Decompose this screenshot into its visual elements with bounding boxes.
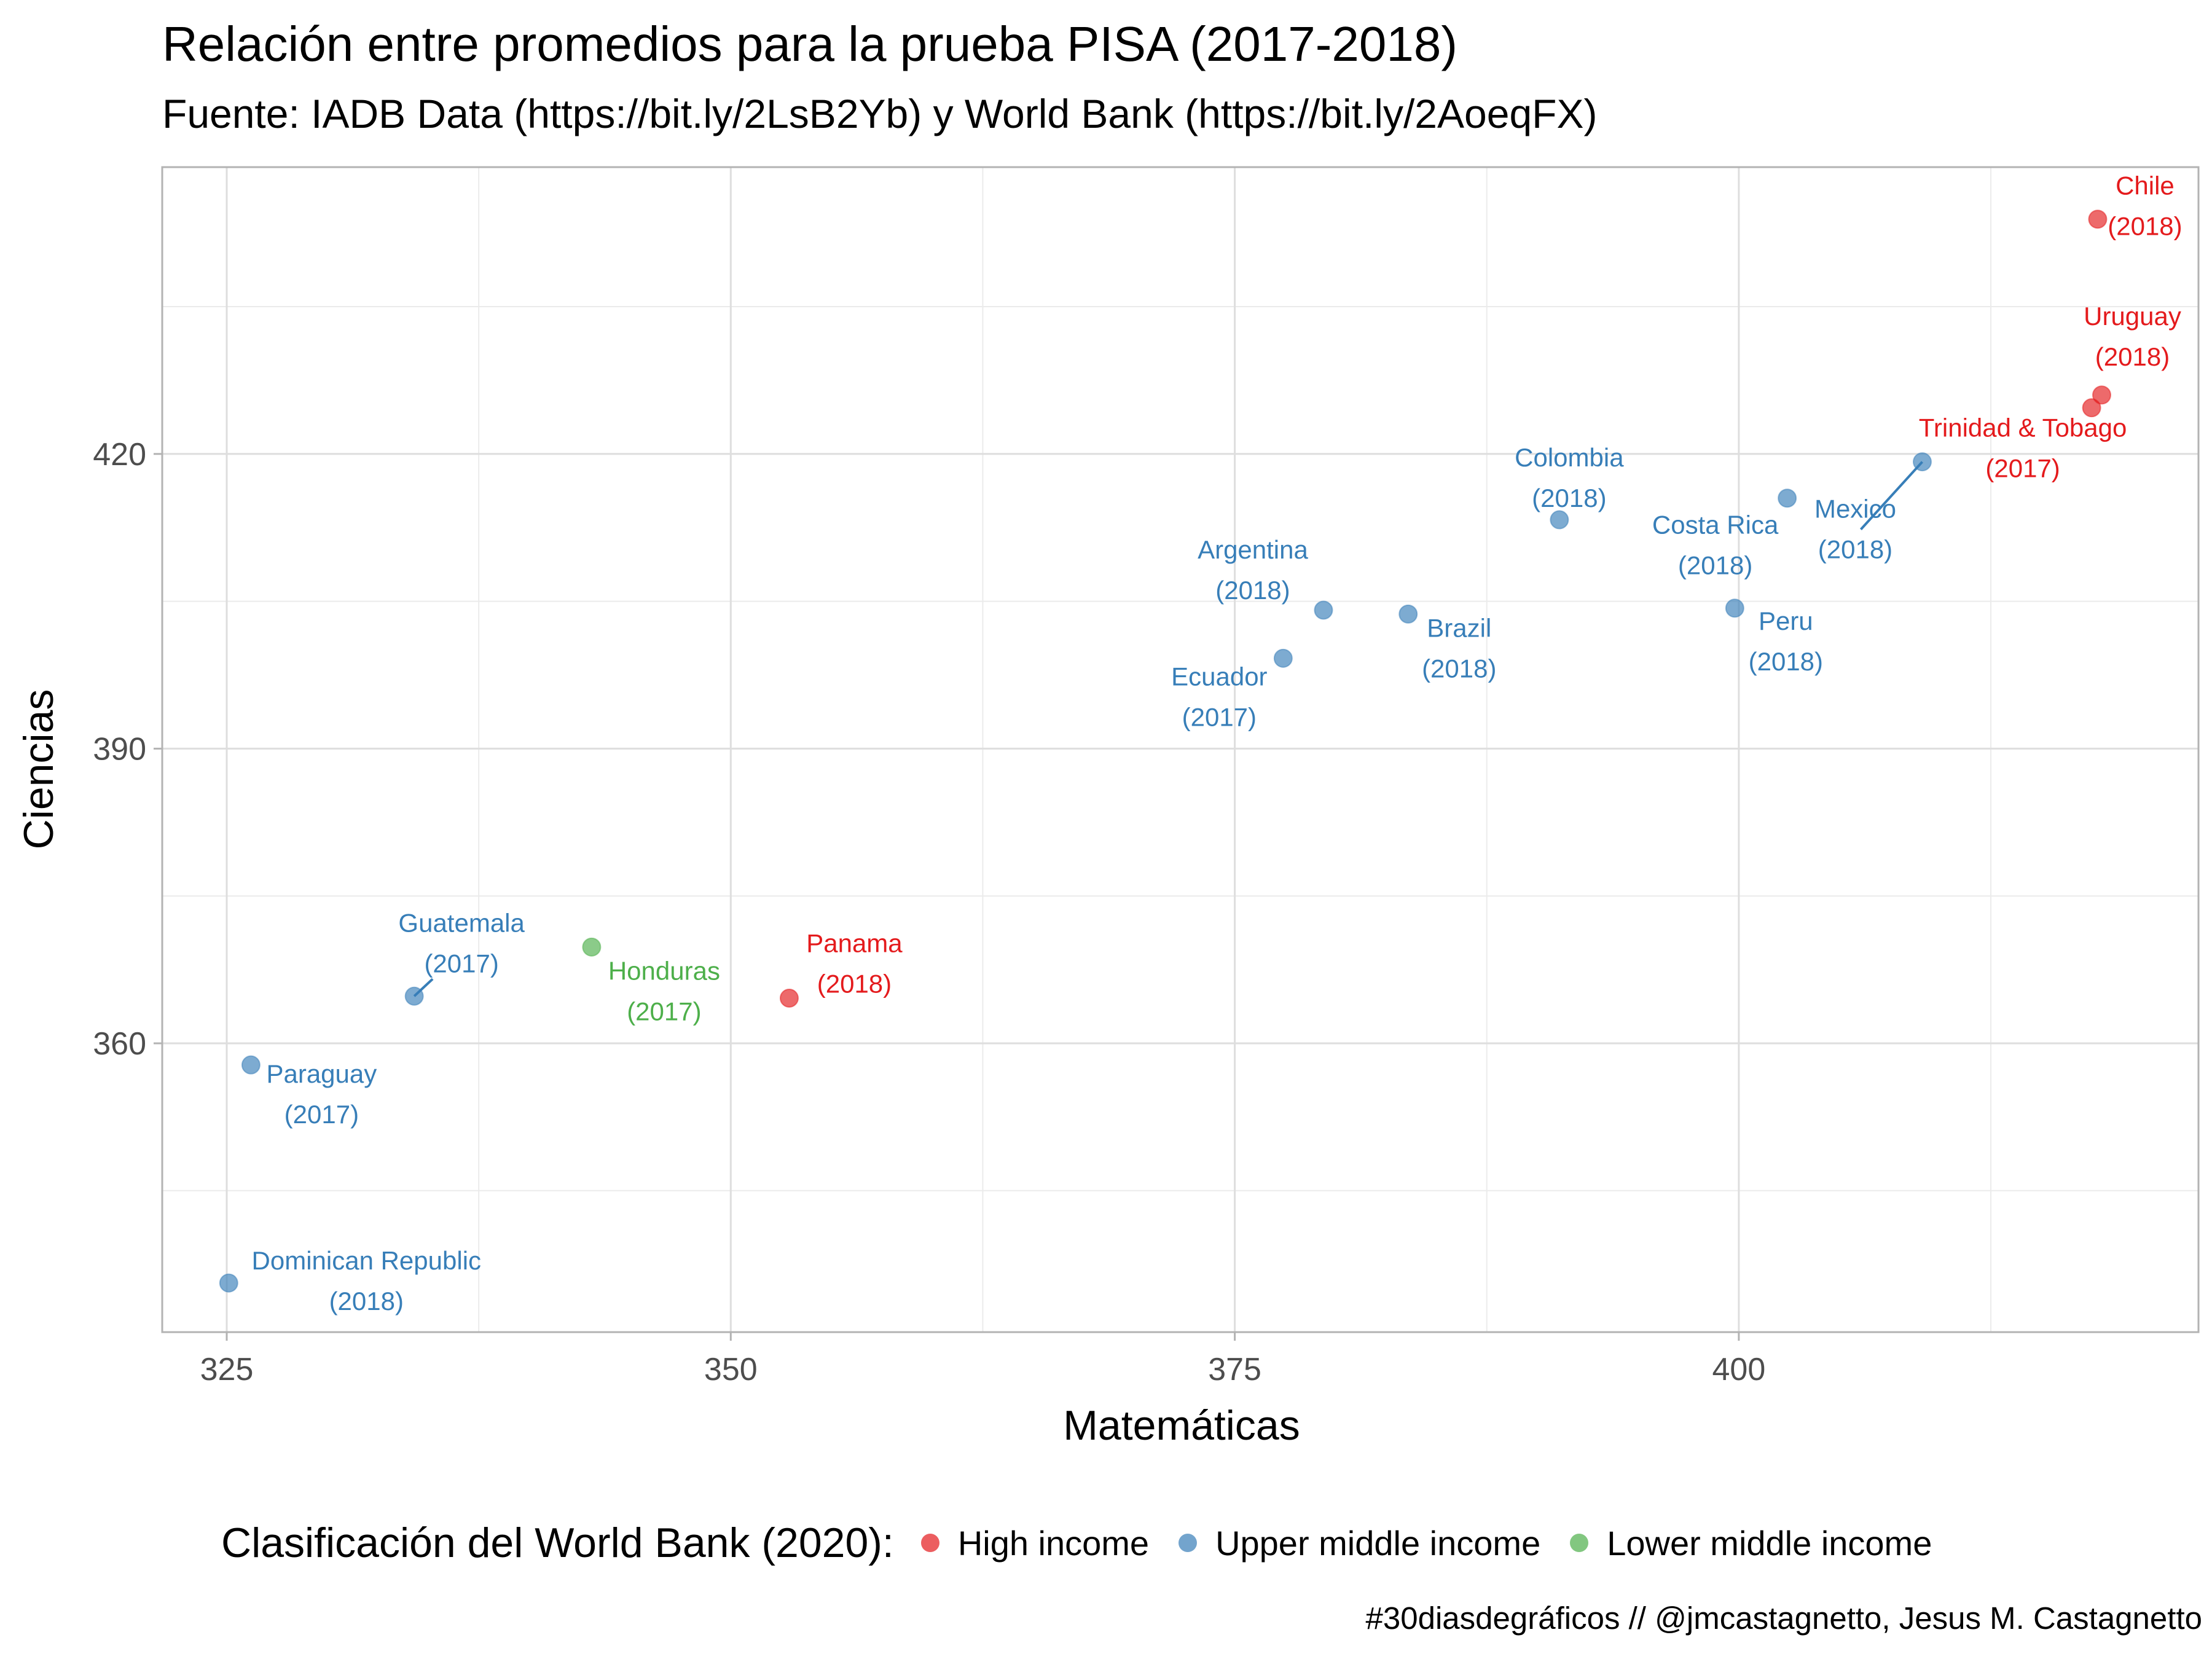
legend-key-high-income [920, 1534, 939, 1552]
major-grid [162, 167, 2198, 1332]
point-label-country: Costa Rica [1652, 511, 1779, 539]
point-labels: Chile (2018) Uruguay (2018) Trinidad & Tobag… [252, 171, 2183, 1316]
point-label-year: (2018) [1215, 576, 1290, 605]
point-honduras [582, 937, 602, 957]
point-label-year: (2018) [1749, 647, 1823, 676]
legend-key-upper-middle-income [1179, 1534, 1198, 1552]
point-label-country: Honduras [608, 956, 720, 985]
y-tick-label: 360 [93, 1026, 146, 1062]
point-label-year: (2017) [424, 949, 498, 978]
caption: #30diasdegráficos // @jmcastagnetto, Jes… [1365, 1601, 2203, 1636]
y-axis-ticks: 360 390 420 [93, 437, 162, 1062]
point-label-country: Chile [2116, 171, 2175, 200]
legend-label: High income [957, 1523, 1150, 1563]
point-label-country: Trinidad & Tobago [1919, 414, 2127, 442]
point-paraguay [241, 1055, 261, 1075]
point-label-year: (2018) [817, 969, 892, 998]
point-label-country: Panama [806, 928, 903, 957]
legend: Clasificación del World Bank (2020): Hig… [221, 1515, 1961, 1571]
chart-title: Relación entre promedios para la prueba … [162, 17, 1457, 71]
legend-item-lower-middle-income: Lower middle income [1570, 1523, 1932, 1563]
x-axis-title: Matemáticas [1063, 1402, 1300, 1449]
point-mexico [1912, 452, 1932, 472]
x-axis-ticks: 325 350 375 400 [200, 1332, 1766, 1387]
point-label-country: Guatemala [398, 908, 525, 937]
point-guatemala [404, 986, 424, 1006]
point-label-country: Paraguay [266, 1059, 377, 1088]
x-tick-label: 375 [1208, 1352, 1261, 1387]
point-uruguay [2092, 385, 2112, 405]
legend-title: Clasificación del World Bank (2020): [221, 1520, 894, 1566]
y-tick-label: 390 [93, 731, 146, 767]
leader-line-mexico [1859, 461, 1923, 530]
point-ecuador [1273, 648, 1293, 668]
point-trinidad-tobago [2082, 398, 2101, 418]
point-brazil [1398, 604, 1418, 624]
minor-grid [162, 167, 2198, 1332]
legend-label: Upper middle income [1215, 1523, 1541, 1563]
point-label-year: (2018) [329, 1287, 404, 1316]
point-label-country: Uruguay [2084, 302, 2181, 331]
point-label-year: (2018) [2095, 342, 2170, 371]
point-label-country: Brazil [1427, 613, 1491, 642]
point-colombia [1550, 510, 1569, 530]
point-label-year: (2018) [1532, 484, 1606, 512]
point-label-year: (2017) [627, 997, 701, 1026]
point-label-year: (2017) [1985, 454, 2060, 483]
point-label-year: (2018) [2108, 212, 2182, 241]
chart-subtitle: Fuente: IADB Data (https://bit.ly/2LsB2Y… [162, 91, 1598, 136]
legend-item-upper-middle-income: Upper middle income [1179, 1523, 1540, 1563]
point-label-country: Mexico [1814, 495, 1896, 524]
label-leader-lines [413, 461, 1923, 997]
y-tick-label: 420 [93, 437, 146, 473]
point-label-year: (2017) [1182, 702, 1257, 731]
point-label-country: Dominican Republic [252, 1246, 482, 1275]
legend-key-lower-middle-income [1570, 1534, 1589, 1552]
point-chile [2088, 210, 2108, 229]
point-label-year: (2018) [1818, 535, 1892, 564]
legend-item-high-income: High income [920, 1523, 1150, 1563]
x-tick-label: 400 [1712, 1352, 1766, 1387]
x-tick-label: 350 [704, 1352, 758, 1387]
point-label-country: Argentina [1198, 535, 1308, 564]
point-label-country: Ecuador [1171, 662, 1267, 691]
point-dominican-republic [219, 1273, 238, 1293]
point-costa-rica [1778, 488, 1797, 508]
x-tick-label: 325 [200, 1352, 254, 1387]
point-label-year: (2017) [284, 1100, 359, 1129]
point-label-year: (2018) [1678, 551, 1752, 580]
point-argentina [1314, 600, 1333, 620]
y-axis-title: Ciencias [15, 689, 62, 850]
legend-label: Lower middle income [1607, 1523, 1932, 1563]
data-points [219, 210, 2112, 1293]
scatter-plot: Chile (2018) Uruguay (2018) Trinidad & Tobag… [15, 166, 2200, 1449]
point-label-country: Peru [1759, 606, 1813, 635]
point-panama [779, 988, 799, 1008]
point-label-country: Colombia [1515, 443, 1624, 472]
point-label-year: (2018) [1422, 654, 1496, 683]
point-peru [1725, 598, 1744, 618]
panel-border [161, 166, 2200, 1333]
